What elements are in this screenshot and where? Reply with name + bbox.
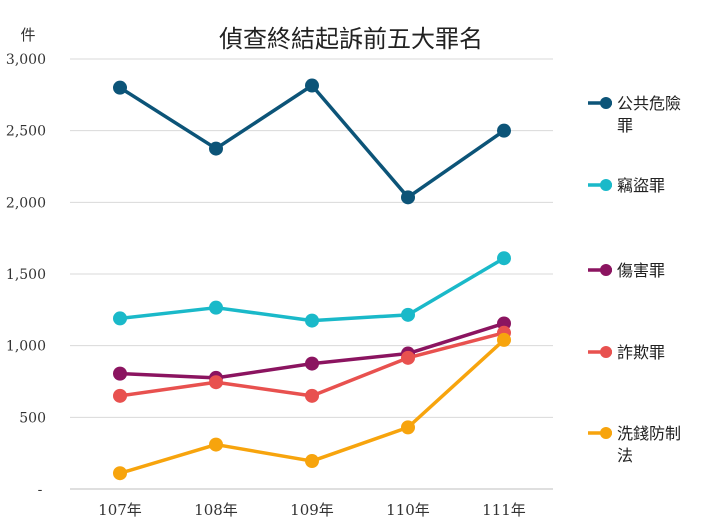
data-point bbox=[497, 123, 511, 138]
legend-swatch-marker bbox=[600, 179, 612, 191]
data-point bbox=[209, 300, 223, 315]
legend-item: 竊盜罪 bbox=[588, 176, 665, 195]
x-axis-ticks: 107年 108年 109年 110年 111年 bbox=[98, 501, 526, 519]
legend-item: 公共危險罪 bbox=[588, 94, 681, 135]
x-tick-label: 107年 bbox=[98, 501, 142, 519]
series-line bbox=[119, 83, 505, 200]
y-tick-label: - bbox=[38, 482, 43, 498]
legend-label: 詐欺罪 bbox=[617, 343, 665, 362]
y-tick-label: 1,500 bbox=[6, 267, 46, 283]
x-tick-label: 110年 bbox=[386, 501, 430, 519]
legend-swatch-marker bbox=[600, 264, 612, 276]
y-tick-label: 2,500 bbox=[6, 124, 46, 140]
legend-item: 洗錢防制法 bbox=[588, 424, 681, 465]
y-tick-label: 1,000 bbox=[6, 339, 46, 355]
data-point bbox=[305, 454, 319, 469]
data-point bbox=[305, 78, 319, 93]
data-point bbox=[305, 388, 319, 403]
chart-title: 偵查終結起訴前五大罪名 bbox=[219, 25, 483, 53]
data-point bbox=[401, 350, 415, 365]
data-point bbox=[209, 141, 223, 156]
x-tick-label: 108年 bbox=[194, 501, 238, 519]
series-1 bbox=[113, 78, 511, 205]
legend-swatch-marker bbox=[600, 97, 612, 109]
data-point bbox=[401, 420, 415, 435]
data-point bbox=[113, 80, 127, 95]
y-tick-label: 3,000 bbox=[6, 52, 46, 68]
data-point bbox=[113, 366, 127, 381]
series-lines bbox=[113, 78, 511, 481]
data-point bbox=[113, 388, 127, 403]
legend-label: 傷害罪 bbox=[617, 261, 665, 280]
legend-label: 公共危險罪 bbox=[617, 94, 681, 135]
y-unit-label: 件 bbox=[20, 26, 35, 44]
series-5 bbox=[113, 332, 511, 481]
legend-swatch-marker bbox=[600, 427, 612, 439]
data-point bbox=[113, 311, 127, 326]
legend-label: 竊盜罪 bbox=[617, 176, 665, 195]
data-point bbox=[497, 251, 511, 266]
data-point bbox=[209, 437, 223, 452]
data-point bbox=[305, 356, 319, 371]
y-tick-label: 2,000 bbox=[6, 195, 46, 211]
series-2 bbox=[113, 251, 511, 328]
data-point bbox=[113, 466, 127, 481]
legend-item: 傷害罪 bbox=[588, 261, 665, 280]
x-tick-label: 111年 bbox=[482, 501, 526, 519]
series-4 bbox=[113, 325, 511, 403]
data-point bbox=[401, 307, 415, 322]
y-axis-ticks: - 500 1,000 1,500 2,000 2,500 3,000 bbox=[6, 52, 46, 498]
legend-label: 洗錢防制法 bbox=[617, 424, 681, 465]
data-point bbox=[497, 332, 511, 347]
data-point bbox=[209, 375, 223, 390]
data-point bbox=[401, 190, 415, 205]
legend-item: 詐欺罪 bbox=[588, 343, 665, 362]
y-tick-label: 500 bbox=[19, 410, 46, 426]
legend-swatch-marker bbox=[600, 346, 612, 358]
data-point bbox=[305, 313, 319, 328]
series-line bbox=[119, 256, 505, 323]
x-tick-label: 109年 bbox=[290, 501, 334, 519]
gridlines bbox=[70, 58, 553, 490]
